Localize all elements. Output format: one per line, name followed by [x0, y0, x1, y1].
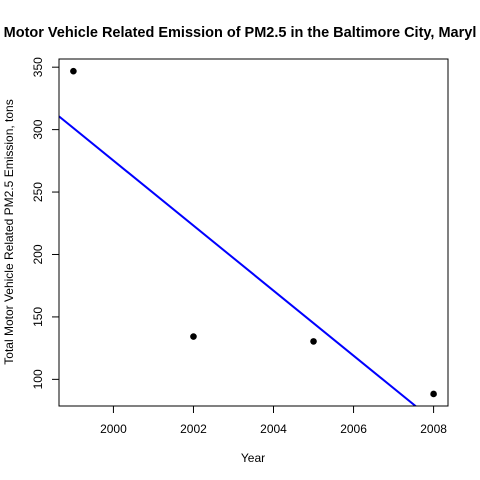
y-tick-label: 150 — [31, 307, 45, 327]
points-layer — [70, 67, 437, 398]
y-tick-label: 200 — [31, 244, 45, 264]
x-tick-label: 2002 — [180, 422, 207, 436]
plot-area — [58, 58, 449, 407]
y-tick-label: 300 — [31, 119, 45, 139]
y-axis: 100 150 200 250 300 350 — [31, 57, 60, 389]
y-tick-label: 350 — [31, 57, 45, 77]
y-tick-label: 100 — [31, 369, 45, 389]
x-axis: 2000 2002 2004 2006 2008 — [100, 405, 447, 436]
x-tick-label: 2006 — [340, 422, 367, 436]
y-tick-label: 250 — [31, 182, 45, 202]
data-point — [190, 333, 197, 340]
x-tick-label: 2008 — [420, 422, 447, 436]
data-point — [310, 338, 317, 345]
plot-frame — [58, 58, 449, 407]
data-point — [70, 67, 77, 75]
x-ticks: 2000 2002 2004 2006 2008 — [100, 406, 447, 436]
x-tick-label: 2004 — [260, 422, 287, 436]
y-ticks: 100 150 200 250 300 350 — [31, 57, 59, 389]
y-axis-label: Total Motor Vehicle Related PM2.5 Emissi… — [2, 99, 16, 364]
trend-line — [59, 115, 418, 406]
data-point — [430, 390, 437, 398]
x-tick-label: 2000 — [100, 422, 127, 436]
chart-title: Motor Vehicle Related Emission of PM2.5 … — [4, 25, 477, 41]
x-axis-label: Year — [241, 451, 265, 465]
